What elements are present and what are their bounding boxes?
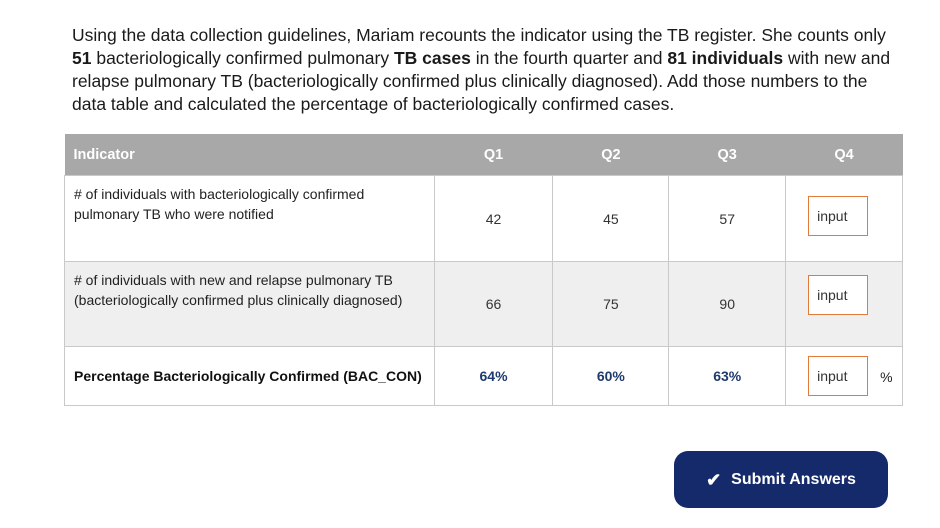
cell-q2: 45 — [552, 175, 670, 262]
indicator-table: Indicator Q1 Q2 Q3 Q4 # of individuals w… — [64, 134, 903, 406]
row-label-confirmed: # of individuals with bacteriologically … — [64, 175, 435, 262]
cell-q3: 90 — [668, 261, 787, 347]
submit-label: Submit Answers — [731, 470, 856, 488]
cell-q2: 75 — [552, 261, 670, 347]
percent-value: 64% — [479, 368, 508, 384]
percent-value: 63% — [713, 368, 742, 384]
q4-new-relapse-input[interactable] — [808, 275, 869, 315]
cell-q2: 60% — [552, 346, 670, 406]
cell-q4 — [785, 261, 903, 347]
q4-confirmed-input[interactable] — [808, 196, 869, 236]
check-icon: ✔ — [706, 469, 722, 490]
cell-q4 — [785, 175, 903, 262]
q4-percentage-input[interactable] — [808, 356, 869, 396]
header-q2: Q2 — [552, 134, 669, 176]
submit-answers-button[interactable]: ✔ Submit Answers — [674, 451, 888, 508]
cell-q3: 63% — [668, 346, 787, 406]
table-row: Percentage Bacteriologically Confirmed (… — [64, 346, 903, 406]
table-row: # of individuals with bacteriologically … — [64, 175, 903, 262]
tb-cases-emphasis: TB cases — [393, 48, 471, 68]
header-indicator: Indicator — [64, 134, 435, 176]
cell-q3: 57 — [668, 175, 787, 262]
header-q1: Q1 — [434, 134, 553, 176]
count-confirmed: 51 — [72, 48, 92, 68]
percent-value: 60% — [596, 368, 625, 384]
percent-sign: % — [880, 369, 893, 385]
cell-q1: 64% — [433, 346, 554, 406]
header-q3: Q3 — [668, 134, 786, 176]
instructions-text: Using the data collection guidelines, Ma… — [72, 25, 891, 114]
count-individuals: 81 individuals — [667, 48, 784, 68]
table-row: # of individuals with new and relapse pu… — [64, 261, 903, 347]
header-q4: Q4 — [785, 134, 903, 176]
cell-q4: % — [785, 346, 903, 406]
table-header-row: Indicator Q1 Q2 Q3 Q4 — [64, 134, 903, 176]
cell-q1: 42 — [433, 175, 554, 262]
row-label-percentage: Percentage Bacteriologically Confirmed (… — [64, 346, 435, 406]
cell-q1: 66 — [433, 261, 554, 347]
row-label-new-relapse: # of individuals with new and relapse pu… — [64, 261, 435, 347]
